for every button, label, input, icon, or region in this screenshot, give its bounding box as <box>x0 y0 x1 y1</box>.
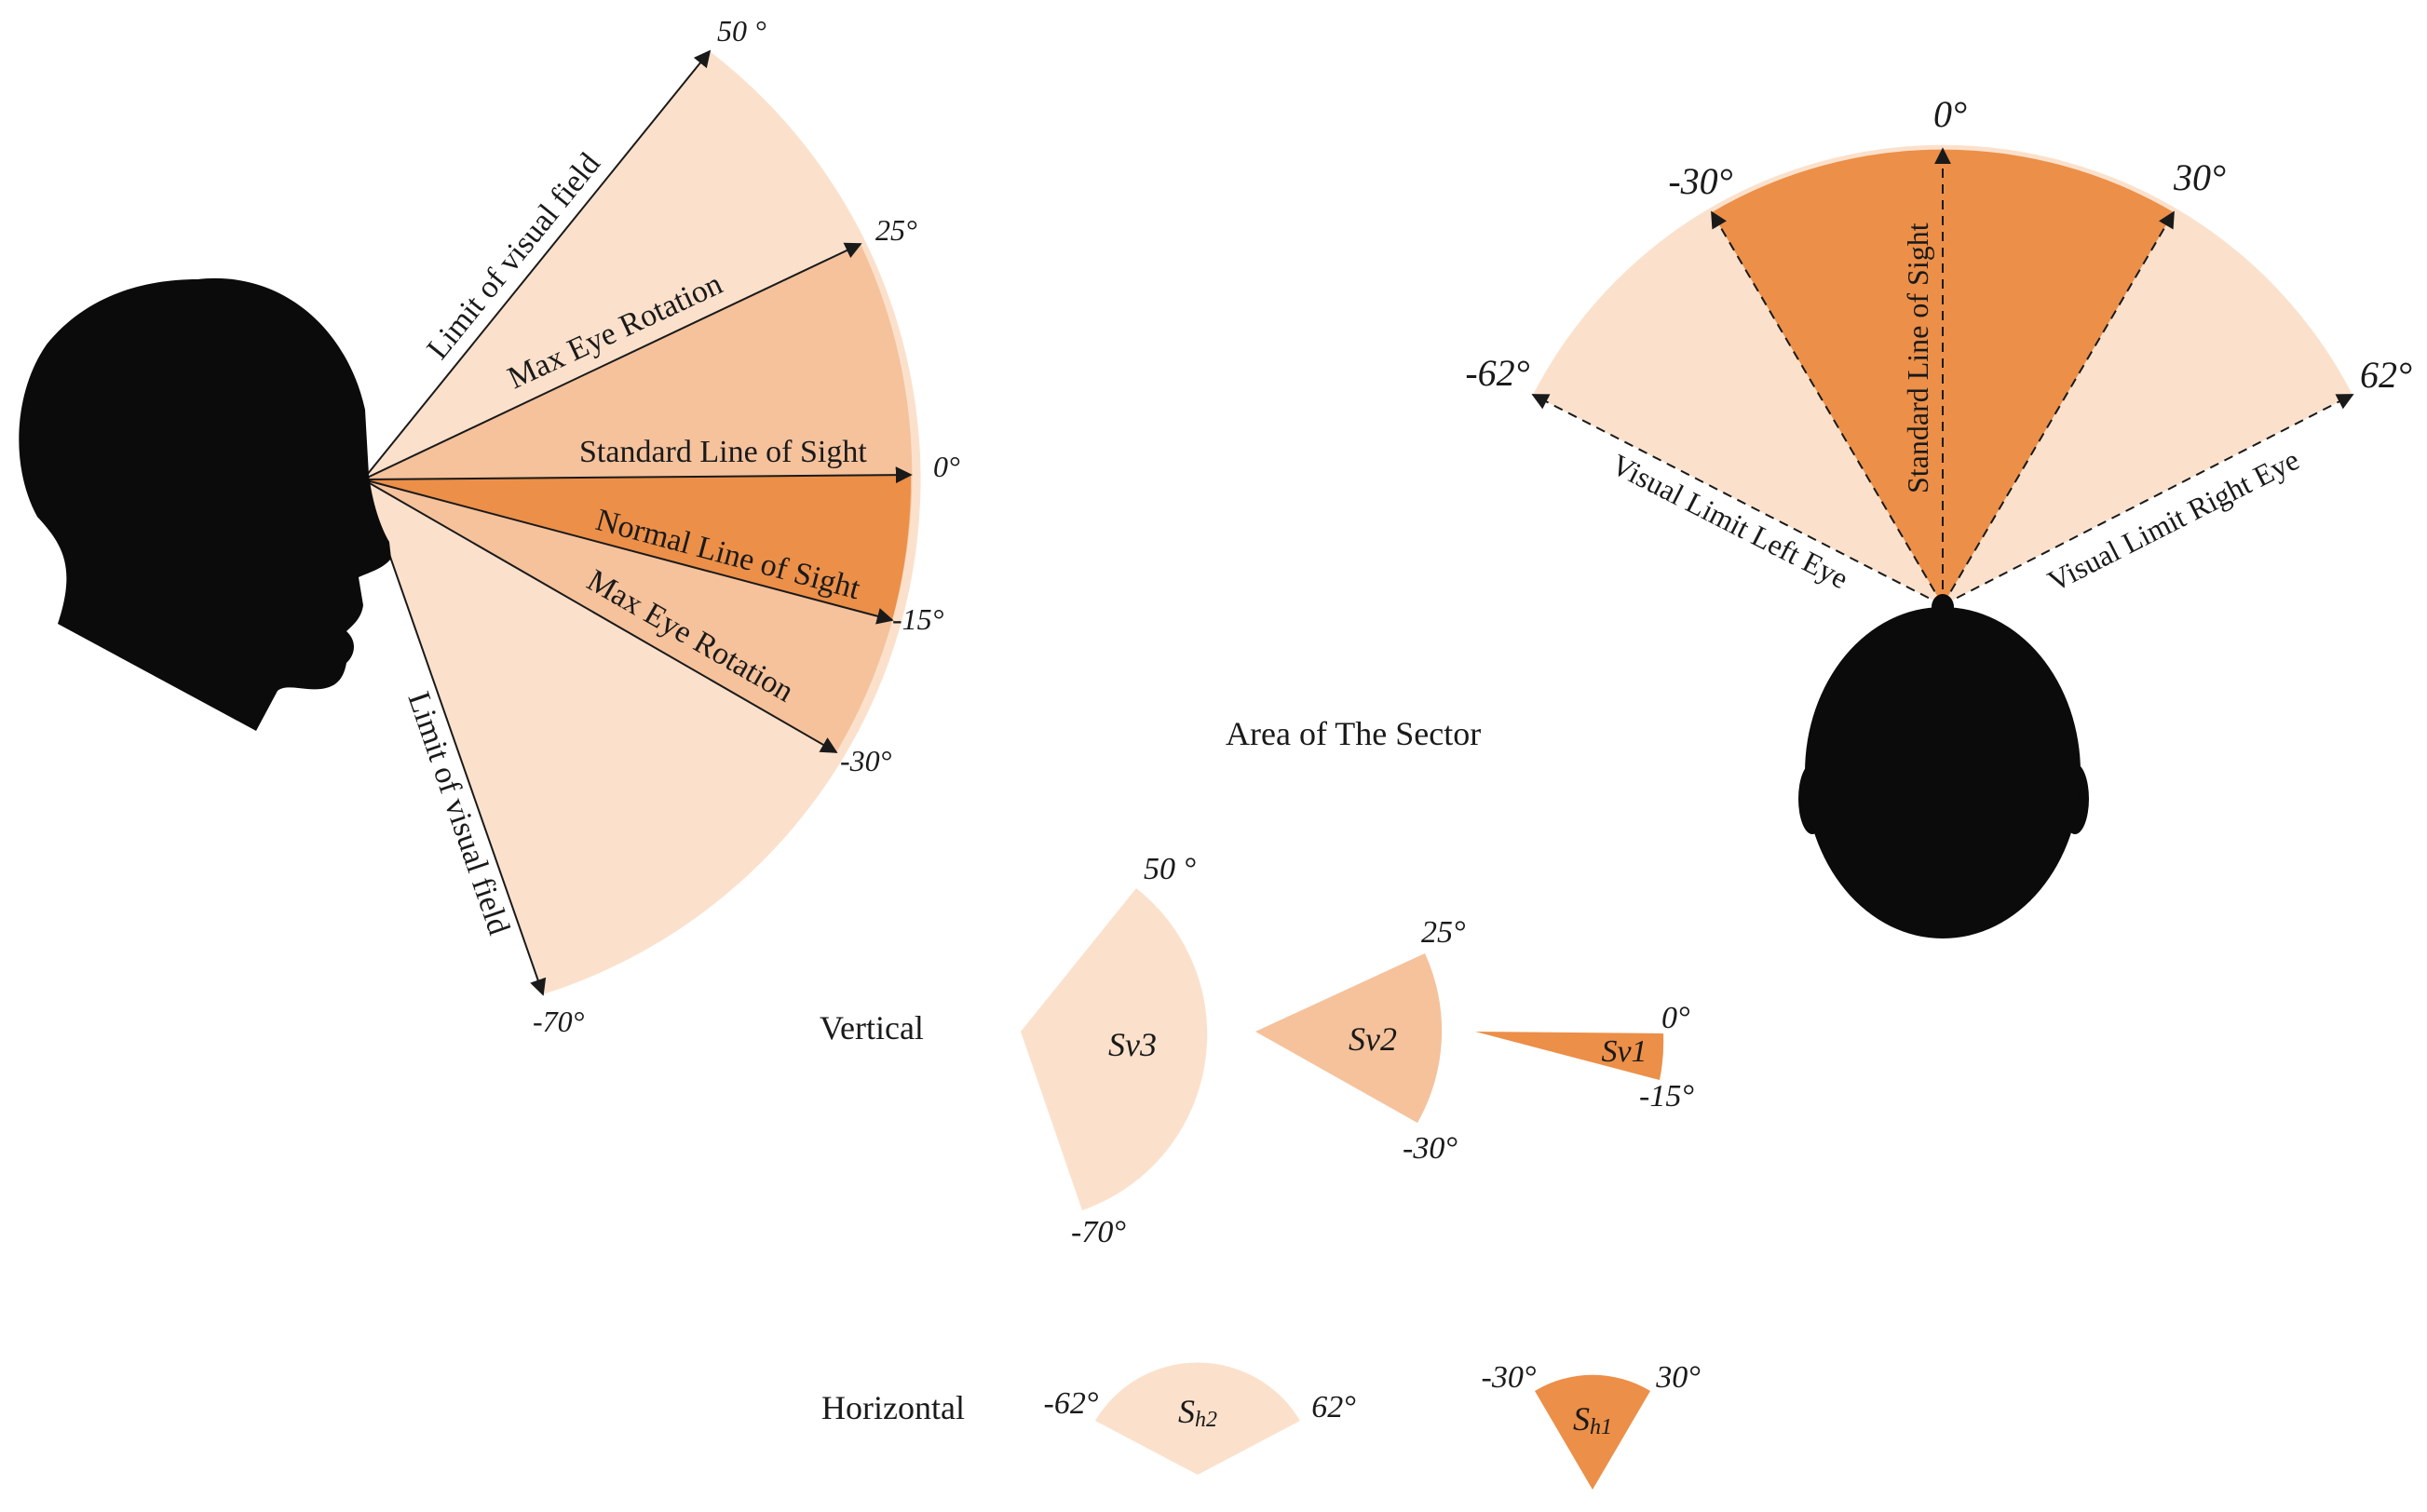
label-standard-sight-top: Standard Line of Sight <box>1901 223 1934 493</box>
sector-sv2-label: Sv2 <box>1349 1020 1397 1058</box>
dashed-line-left-limit <box>1531 394 1944 606</box>
sector-sv3-top-angle: 50 ° <box>1144 852 1197 886</box>
ray-normal <box>362 479 894 625</box>
side-view: Limit of visual field Max Eye Rotation S… <box>19 14 960 1038</box>
sector-sv1-bottom-angle: -15° <box>1639 1079 1694 1114</box>
row-label-horizontal: Horizontal <box>821 1389 965 1426</box>
angle-30-top: 30° <box>2173 156 2226 198</box>
sector-areas-title: Area of The Sector <box>1226 715 1481 752</box>
sector-areas: Area of The Sector Vertical Horizontal S… <box>820 715 1701 1490</box>
head-top-silhouette <box>1798 594 2089 938</box>
head-profile-silhouette <box>19 277 392 731</box>
sector-sh1 <box>1535 1374 1650 1490</box>
sector-sh2-label: Sh2 <box>1178 1393 1217 1432</box>
sector-sv3-label: Sv3 <box>1108 1026 1157 1063</box>
angle-minus-70: -70° <box>533 1005 585 1038</box>
sector-sv1 <box>1475 1032 1664 1080</box>
dashed-line-right-30 <box>1942 210 2175 606</box>
angle-62-top: 62° <box>2360 354 2412 396</box>
sector-sh2-right-angle: 62° <box>1311 1390 1356 1424</box>
ray-standard <box>362 466 913 484</box>
angle-50-up: 50 ° <box>717 14 766 47</box>
sector-sh2-left-angle: -62° <box>1044 1386 1099 1421</box>
sector-sv2 <box>1255 953 1443 1123</box>
dashed-line-left-30 <box>1711 210 1944 606</box>
sector-sh1-right-angle: 30° <box>1655 1360 1701 1395</box>
sector-sv3-bottom-angle: -70° <box>1071 1215 1126 1249</box>
sector-sv1-top-angle: 0° <box>1661 1001 1690 1035</box>
angle-25-up: 25° <box>875 213 917 247</box>
angle-0-top: 0° <box>1933 93 1967 135</box>
angle-minus-15: -15° <box>892 602 944 636</box>
angle-minus-30-side: -30° <box>840 744 892 777</box>
ray-limit-up <box>362 49 712 480</box>
sector-sh1-left-angle: -30° <box>1482 1360 1537 1395</box>
ray-rotation-down <box>362 479 838 753</box>
ray-limit-down <box>362 479 547 996</box>
sector-sv1-label: Sv1 <box>1601 1034 1647 1069</box>
dashed-line-right-limit <box>1942 394 2354 606</box>
sector-sh2 <box>1095 1362 1300 1475</box>
ray-rotation-up <box>362 242 862 480</box>
angle-minus-30-top: -30° <box>1668 160 1732 202</box>
angle-minus-62-top: -62° <box>1465 352 1529 394</box>
angle-0-side: 0° <box>933 450 960 483</box>
sector-sv2-top-angle: 25° <box>1421 915 1466 950</box>
label-standard-sight-side: Standard Line of Sight <box>579 435 867 469</box>
sector-sv3 <box>1021 888 1208 1210</box>
sector-sv2-bottom-angle: -30° <box>1403 1131 1458 1166</box>
side-sector-normal-sight <box>363 475 912 620</box>
top-view: Standard Line of Sight Visual Limit Left… <box>1465 93 2412 938</box>
row-label-vertical: Vertical <box>820 1009 924 1046</box>
sector-sh1-label: Sh1 <box>1573 1400 1612 1439</box>
